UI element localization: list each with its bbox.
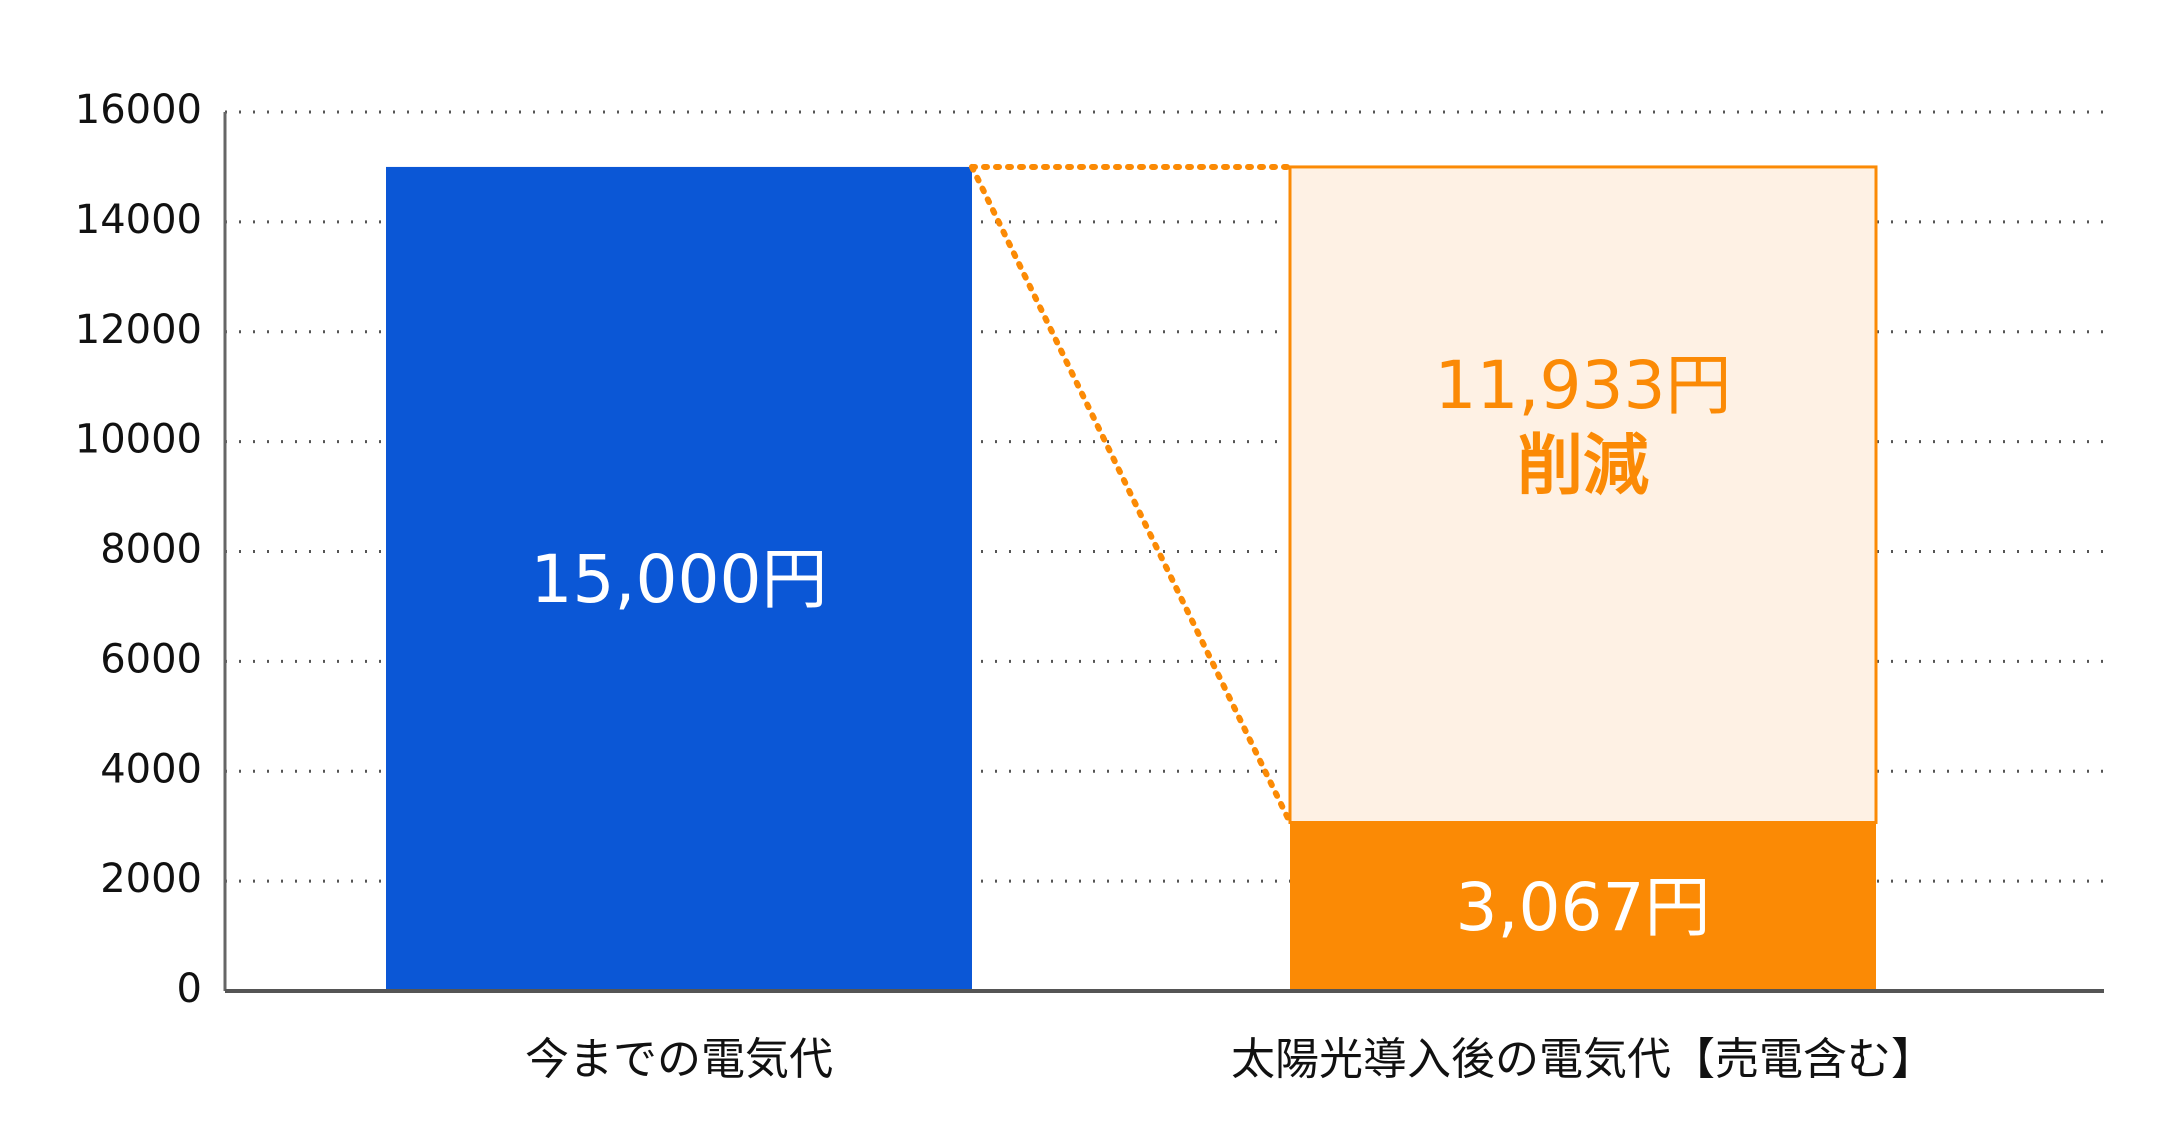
annotation: 削減 [1517,427,1649,504]
y-tick-label: 4000 [100,746,202,792]
y-tick-label: 2000 [100,856,202,902]
bar [1290,822,1876,991]
y-tick-label: 0 [177,966,202,1012]
bar [386,166,972,991]
y-tick-label: 16000 [75,87,202,133]
connector [969,163,1293,826]
x-tick-label: 太陽光導入後の電気代【売電含む】 [1231,1034,1935,1085]
data-label: 3,067円 [1456,869,1711,946]
y-tick-label: 10000 [75,417,202,463]
data-label: 11,933円 [1435,347,1732,424]
y-tick-label: 8000 [100,527,202,573]
y-tick-label: 12000 [75,307,202,353]
x-tick-label: 今までの電気代 [525,1034,833,1085]
bar [1288,165,1878,825]
y-tick-label: 14000 [75,197,202,243]
y-tick-label: 6000 [100,636,202,682]
data-label: 15,000円 [531,541,828,618]
